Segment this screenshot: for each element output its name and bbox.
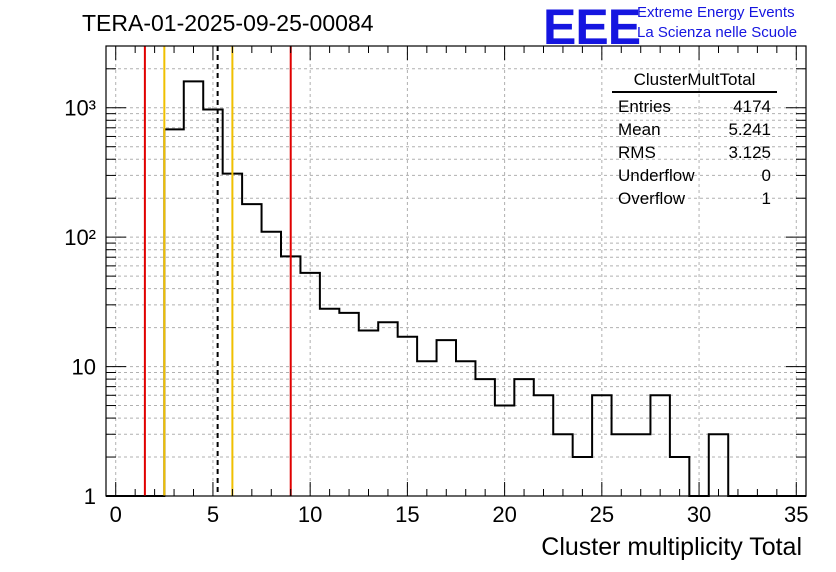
histogram-bin	[359, 331, 378, 496]
histogram-outline	[106, 80, 806, 497]
stats-box-title: ClusterMultTotal	[612, 70, 777, 93]
stats-value: 3.125	[728, 143, 771, 162]
histogram-bin	[534, 395, 553, 496]
histogram-bin	[514, 379, 533, 496]
x-tick-label: 5	[207, 502, 219, 527]
histogram-bin	[262, 232, 281, 496]
histogram-bin	[437, 340, 456, 496]
x-tick-label: 25	[590, 502, 614, 527]
stats-row-entries: Entries 4174	[612, 95, 777, 118]
histogram-bin	[592, 395, 611, 496]
stats-label: Mean	[618, 120, 661, 139]
stats-row-rms: RMS 3.125	[612, 141, 777, 164]
x-tick-label: 35	[784, 502, 808, 527]
x-axis-label: Cluster multiplicity Total	[541, 533, 802, 561]
plot-frame	[105, 45, 807, 497]
histogram-bin	[339, 313, 358, 496]
logo-line-1: Extreme Energy Events	[637, 4, 795, 21]
y-tick-label: 10	[72, 355, 96, 380]
stats-label: Entries	[618, 97, 671, 116]
histogram-bin	[320, 309, 339, 496]
histogram-bin	[184, 81, 203, 496]
histogram-bin	[650, 395, 669, 496]
histogram-bin	[203, 109, 222, 496]
x-axis-ticks: 0 5 10 15 20 25 30 35	[110, 46, 809, 527]
stats-value: 1	[761, 189, 771, 208]
histogram-bin	[378, 322, 397, 496]
stats-row-overflow: Overflow 1	[612, 187, 777, 210]
stats-value: 0	[761, 166, 771, 185]
eee-logo: EEE	[543, 0, 641, 55]
histogram-bin	[164, 129, 183, 496]
stats-row-underflow: Underflow 0	[612, 164, 777, 187]
histogram-bin	[300, 273, 319, 496]
plot-title: TERA-01-2025-09-25-00084	[82, 10, 374, 36]
histogram-bin	[417, 361, 436, 496]
x-tick-label: 20	[492, 502, 516, 527]
histogram-bin	[553, 434, 572, 496]
grid-lines	[106, 45, 806, 496]
x-tick-label: 0	[110, 502, 122, 527]
y-tick-label: 10²	[64, 225, 96, 250]
stats-value: 4174	[733, 97, 771, 116]
histogram-bin	[631, 434, 650, 496]
histogram-bin	[398, 337, 417, 496]
stats-row-mean: Mean 5.241	[612, 118, 777, 141]
stats-label: Underflow	[618, 166, 695, 185]
stats-label: RMS	[618, 143, 656, 162]
histogram-bin	[242, 204, 261, 496]
stats-value: 5.241	[728, 120, 771, 139]
marker-lines	[143, 46, 292, 496]
histogram-bin	[612, 434, 631, 496]
y-tick-label: 1	[84, 484, 96, 509]
histogram-bin	[475, 379, 494, 496]
histogram-bin	[456, 361, 475, 496]
histogram-series	[106, 80, 806, 497]
histogram-bin	[709, 434, 728, 496]
y-tick-label: 10³	[64, 96, 96, 121]
x-tick-label: 10	[298, 502, 322, 527]
stats-label: Overflow	[618, 189, 686, 208]
x-tick-label: 15	[395, 502, 419, 527]
x-tick-label: 30	[687, 502, 711, 527]
plot-frame-box	[105, 45, 807, 497]
stats-box: ClusterMultTotal Entries 4174 Mean 5.241…	[612, 70, 777, 210]
logo-line-2: La Scienza nelle Scuole	[637, 24, 798, 41]
